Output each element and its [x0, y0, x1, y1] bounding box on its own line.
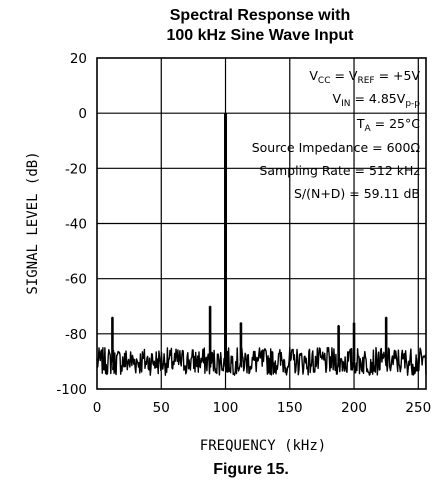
spectrum-trace [96, 112, 427, 376]
x-tick-label: 50 [153, 400, 170, 416]
x-tick-label: 0 [93, 400, 102, 416]
condition-line: VIN = 4.85Vp-p [333, 91, 421, 109]
x-axis-label: FREQUENCY (kHz) [200, 438, 326, 454]
spectrum-series [96, 112, 427, 376]
y-tick-label: -100 [56, 382, 87, 398]
x-tick-labels: 0 50 100 150 200 250 [93, 400, 431, 416]
y-tick-label: -60 [65, 272, 87, 288]
chart-title-line-1: Spectral Response with [170, 7, 351, 24]
y-tick-labels: 20 0 -20 -40 -60 -80 -100 [56, 51, 87, 398]
y-axis-label: SIGNAL LEVEL (dB) [25, 151, 41, 294]
condition-line: Sampling Rate = 512 kHz [259, 163, 420, 178]
y-tick-label: -40 [65, 217, 87, 233]
x-tick-label: 200 [341, 400, 367, 416]
plot-frame [96, 57, 427, 390]
condition-line: VCC = VREF = +5V [309, 68, 420, 86]
chart-title-line-2: 100 kHz Sine Wave Input [166, 27, 354, 44]
y-tick-label: 0 [78, 106, 87, 122]
y-tick-label: -80 [65, 327, 87, 343]
x-tick-label: 150 [277, 400, 303, 416]
condition-line: S/(N+D) = 59.11 dB [294, 186, 420, 201]
plot-grid [97, 58, 426, 389]
x-tick-label: 250 [405, 400, 431, 416]
condition-line: Source Impedance = 600Ω [252, 140, 421, 155]
x-tick-label: 100 [213, 400, 239, 416]
test-conditions: VCC = VREF = +5V VIN = 4.85Vp-p TA = 25°C S… [252, 68, 421, 201]
y-tick-label: -20 [65, 161, 87, 177]
y-tick-label: 20 [70, 51, 87, 67]
condition-line: TA = 25°C [356, 116, 420, 134]
figure-caption: Figure 15. [213, 461, 289, 478]
